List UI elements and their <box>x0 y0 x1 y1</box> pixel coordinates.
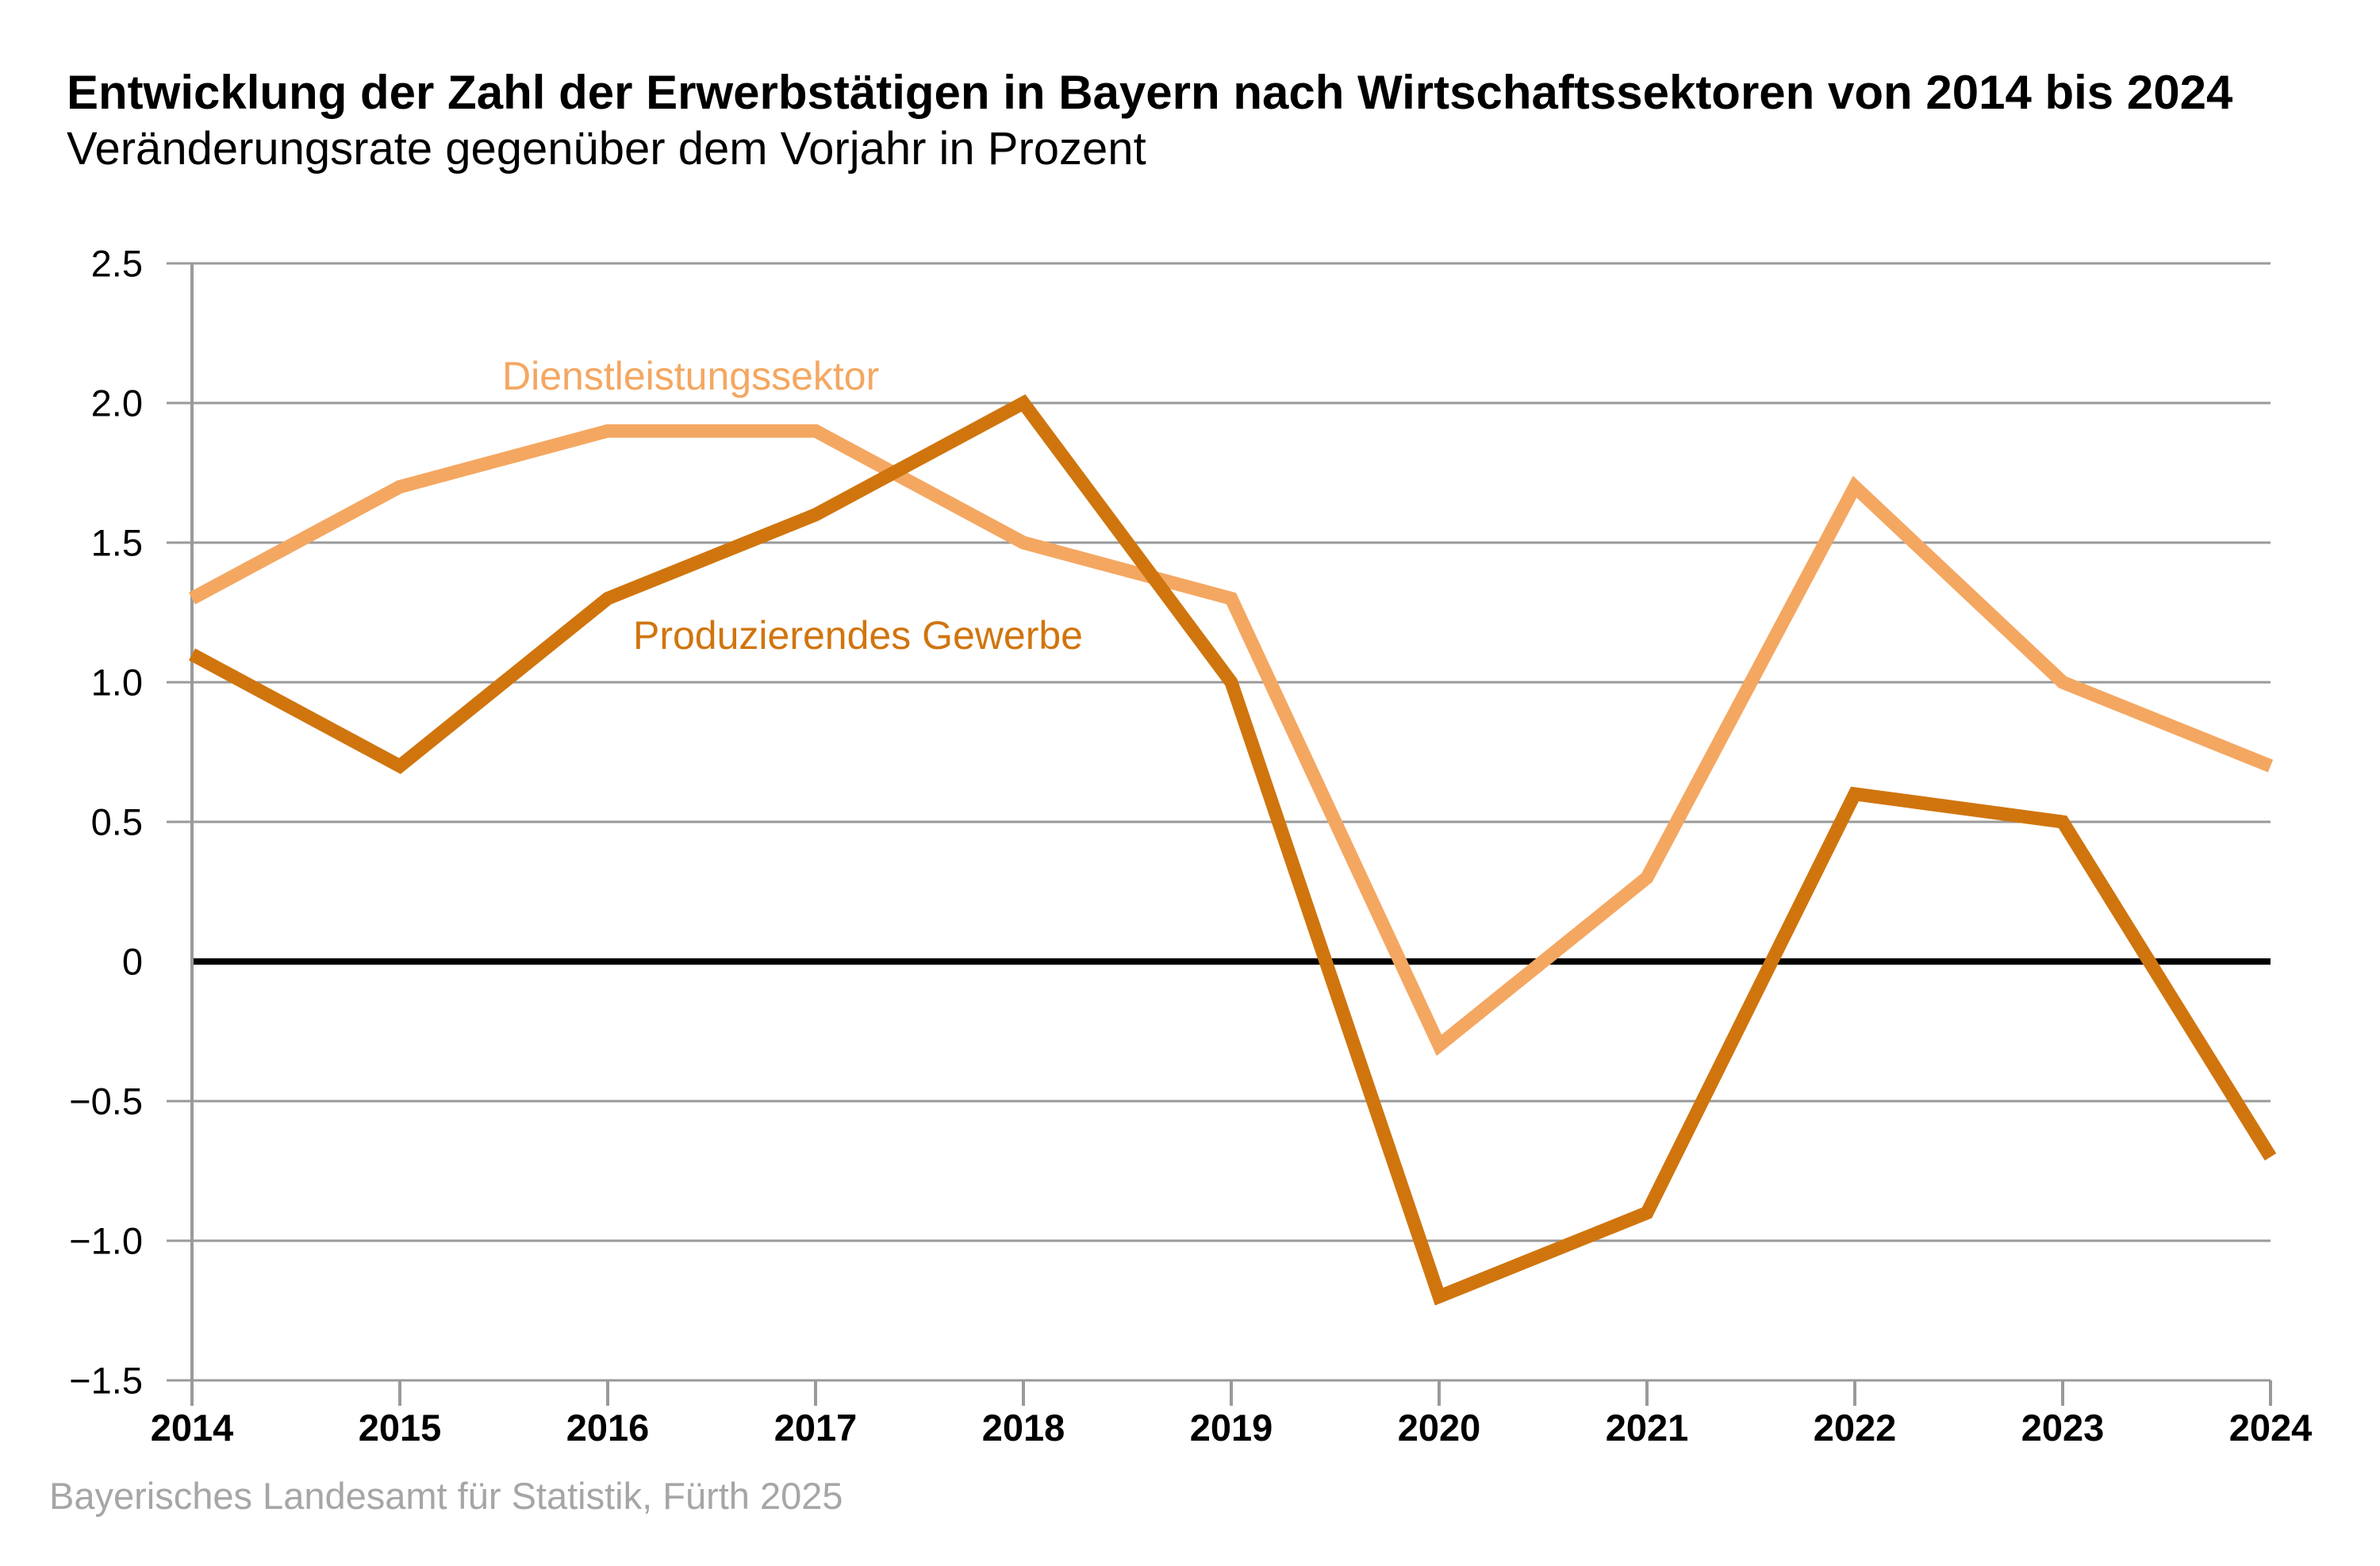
x-axis-year-label: 2015 <box>359 1407 442 1449</box>
chart-subtitle: Veränderungsrate gegenüber dem Vorjahr i… <box>67 123 1146 175</box>
source-text: Bayerisches Landesamt für Statistik, Für… <box>49 1475 843 1517</box>
x-axis-year-label: 2024 <box>2229 1407 2313 1449</box>
y-axis-tick-label: 1.0 <box>91 662 143 704</box>
x-axis-year-label: 2018 <box>982 1407 1065 1449</box>
y-axis-tick-label: −0.5 <box>69 1080 143 1123</box>
y-axis-tick-label: 2.0 <box>91 382 143 424</box>
chart-title: Entwicklung der Zahl der Erwerbstätigen … <box>67 66 2233 119</box>
x-axis-year-label: 2023 <box>2021 1407 2105 1449</box>
series-label-dienstleistungssektor: Dienstleistungssektor <box>502 354 880 398</box>
y-axis-tick-label: −1.5 <box>69 1360 143 1402</box>
y-axis-tick-label: 0 <box>122 941 143 983</box>
x-axis-year-label: 2014 <box>151 1407 234 1449</box>
series-line-dienstleistungssektor <box>188 424 2274 1057</box>
x-axis-year-label: 2022 <box>1814 1407 1897 1449</box>
x-axis-year-label: 2019 <box>1190 1407 1273 1449</box>
y-axis-tick-label: 2.5 <box>91 243 143 285</box>
x-axis-year-label: 2016 <box>566 1407 650 1449</box>
y-axis-tick-label: 1.5 <box>91 522 143 564</box>
x-axis-year-label: 2020 <box>1398 1407 1481 1449</box>
x-axis-year-label: 2021 <box>1606 1407 1689 1449</box>
series-line-produzierendes-gewerbe <box>188 394 2277 1306</box>
y-axis-tick-label: 0.5 <box>91 801 143 843</box>
y-axis-tick-label: −1.0 <box>69 1220 143 1262</box>
x-axis-year-label: 2017 <box>774 1407 858 1449</box>
series-label-produzierendes-gewerbe: Produzierendes Gewerbe <box>633 613 1083 658</box>
